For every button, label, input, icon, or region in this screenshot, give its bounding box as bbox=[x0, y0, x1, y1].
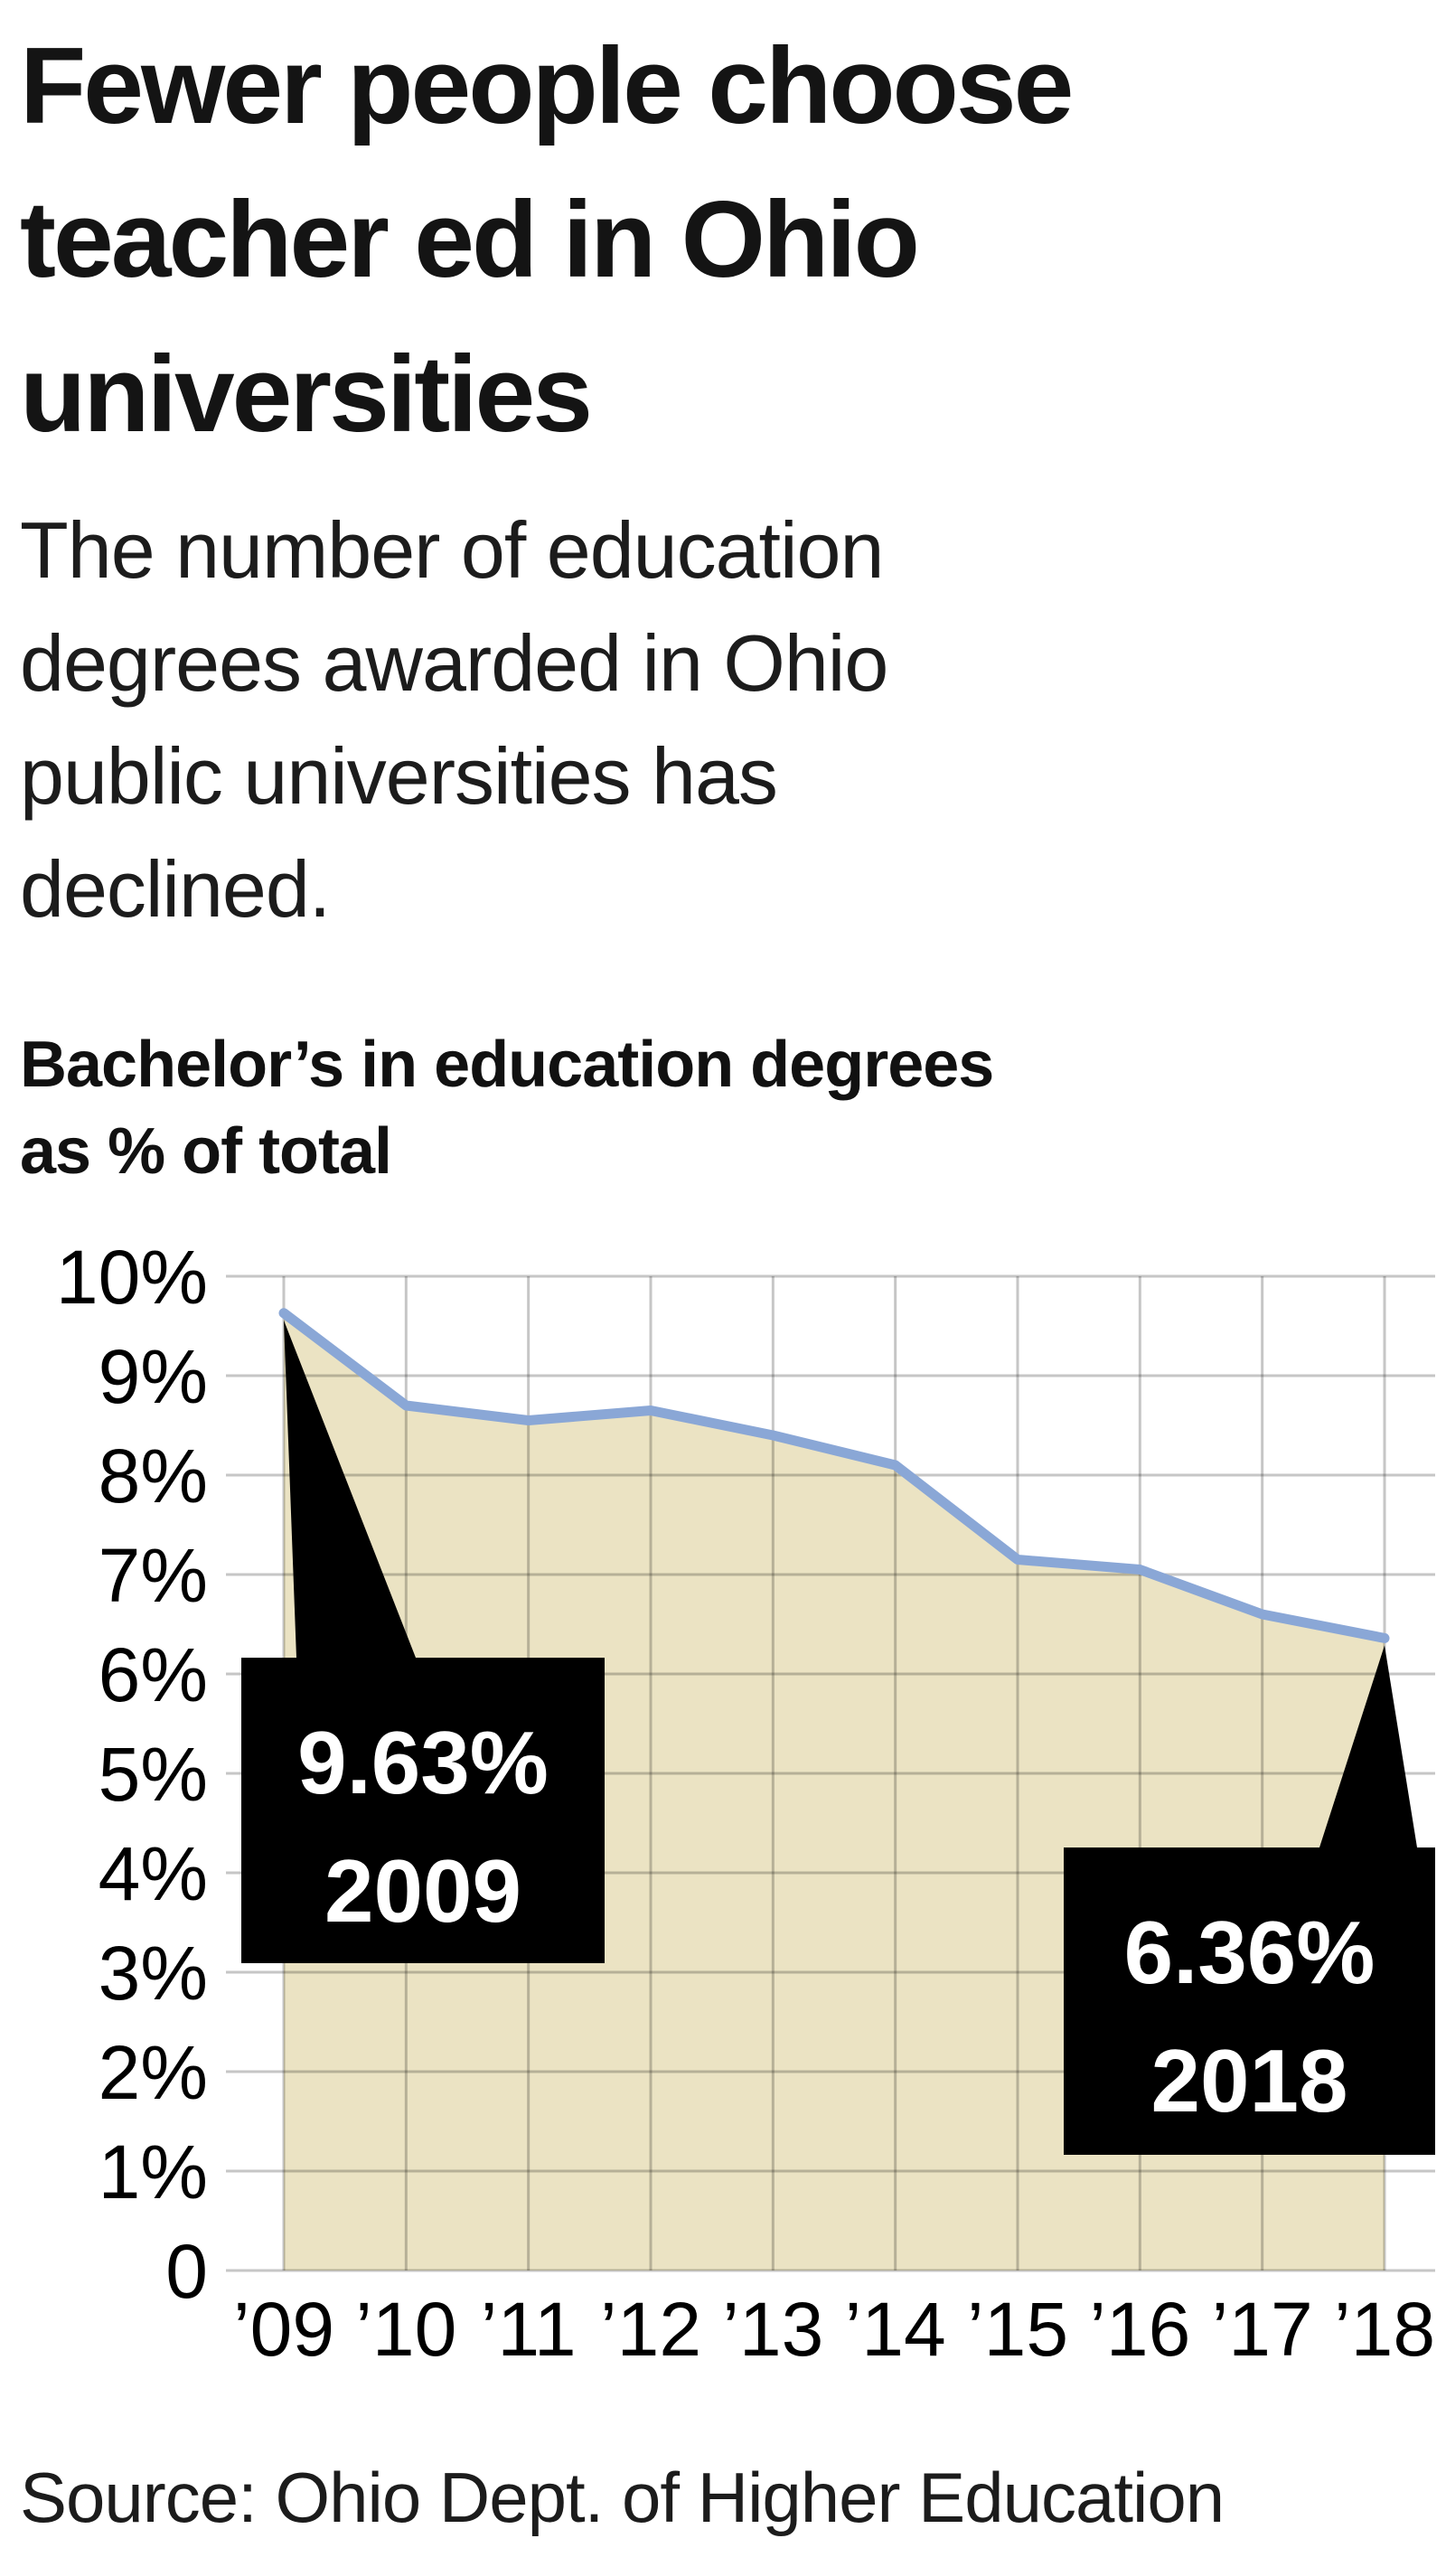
x-axis-tick-label: ’16 bbox=[1089, 2287, 1190, 2372]
x-axis-tick-label: ’14 bbox=[845, 2287, 946, 2372]
callout-year-label: 2018 bbox=[1150, 2031, 1347, 2130]
x-axis-tick-label: ’15 bbox=[967, 2287, 1068, 2372]
y-axis-tick-label: 0 bbox=[165, 2229, 208, 2314]
callout-year-label: 2009 bbox=[324, 1841, 521, 1941]
y-axis-tick-label: 9% bbox=[99, 1334, 208, 1419]
page-title: Fewer people choose teacher ed in Ohio u… bbox=[20, 25, 1074, 455]
callout-pointer bbox=[284, 1321, 416, 1659]
area-chart: 10% 9% 8% 7% 6% 5% 4% 3% 2% 1% 0 ’09’10 ’11 ’12’13 ’14… bbox=[56, 1235, 1435, 2372]
page-subtitle: The number of education degrees awarded … bbox=[20, 505, 888, 935]
callout-value-label: 6.36% bbox=[1124, 1903, 1376, 2002]
x-axis-tick-label: ’13 bbox=[722, 2287, 823, 2372]
callout-pointer bbox=[1319, 1645, 1417, 1848]
callout-box bbox=[1064, 1847, 1435, 2156]
chart-title: Bachelor’s in education degrees as % of … bbox=[20, 1028, 994, 1188]
y-axis-tick-label: 2% bbox=[99, 2030, 208, 2115]
y-axis-tick-label: 7% bbox=[99, 1533, 208, 1618]
y-axis-tick-label: 10% bbox=[56, 1235, 208, 1320]
y-axis-tick-label: 1% bbox=[99, 2129, 208, 2214]
y-axis-tick-label: 5% bbox=[99, 1732, 208, 1817]
x-axis-tick-label: ’10 bbox=[355, 2287, 456, 2372]
y-axis-tick-label: 4% bbox=[99, 1831, 208, 1916]
x-axis-tick-label: ’09 bbox=[233, 2287, 334, 2372]
x-axis-tick-label: ’12 bbox=[600, 2287, 701, 2372]
callout-value-label: 9.63% bbox=[297, 1713, 549, 1812]
callout-box bbox=[241, 1658, 605, 1964]
trend-line bbox=[278, 1308, 1390, 1644]
y-axis-tick-label: 8% bbox=[99, 1434, 208, 1518]
y-axis-tick-label: 6% bbox=[99, 1632, 208, 1717]
source-note: Source: Ohio Dept. of Higher Education bbox=[20, 2458, 1225, 2538]
y-axis-tick-label: 3% bbox=[99, 1931, 208, 2016]
x-axis-tick-label: ’18 bbox=[1334, 2287, 1435, 2372]
x-axis-tick-label: ’11 bbox=[481, 2287, 577, 2372]
x-axis-tick-label: ’17 bbox=[1212, 2287, 1313, 2372]
